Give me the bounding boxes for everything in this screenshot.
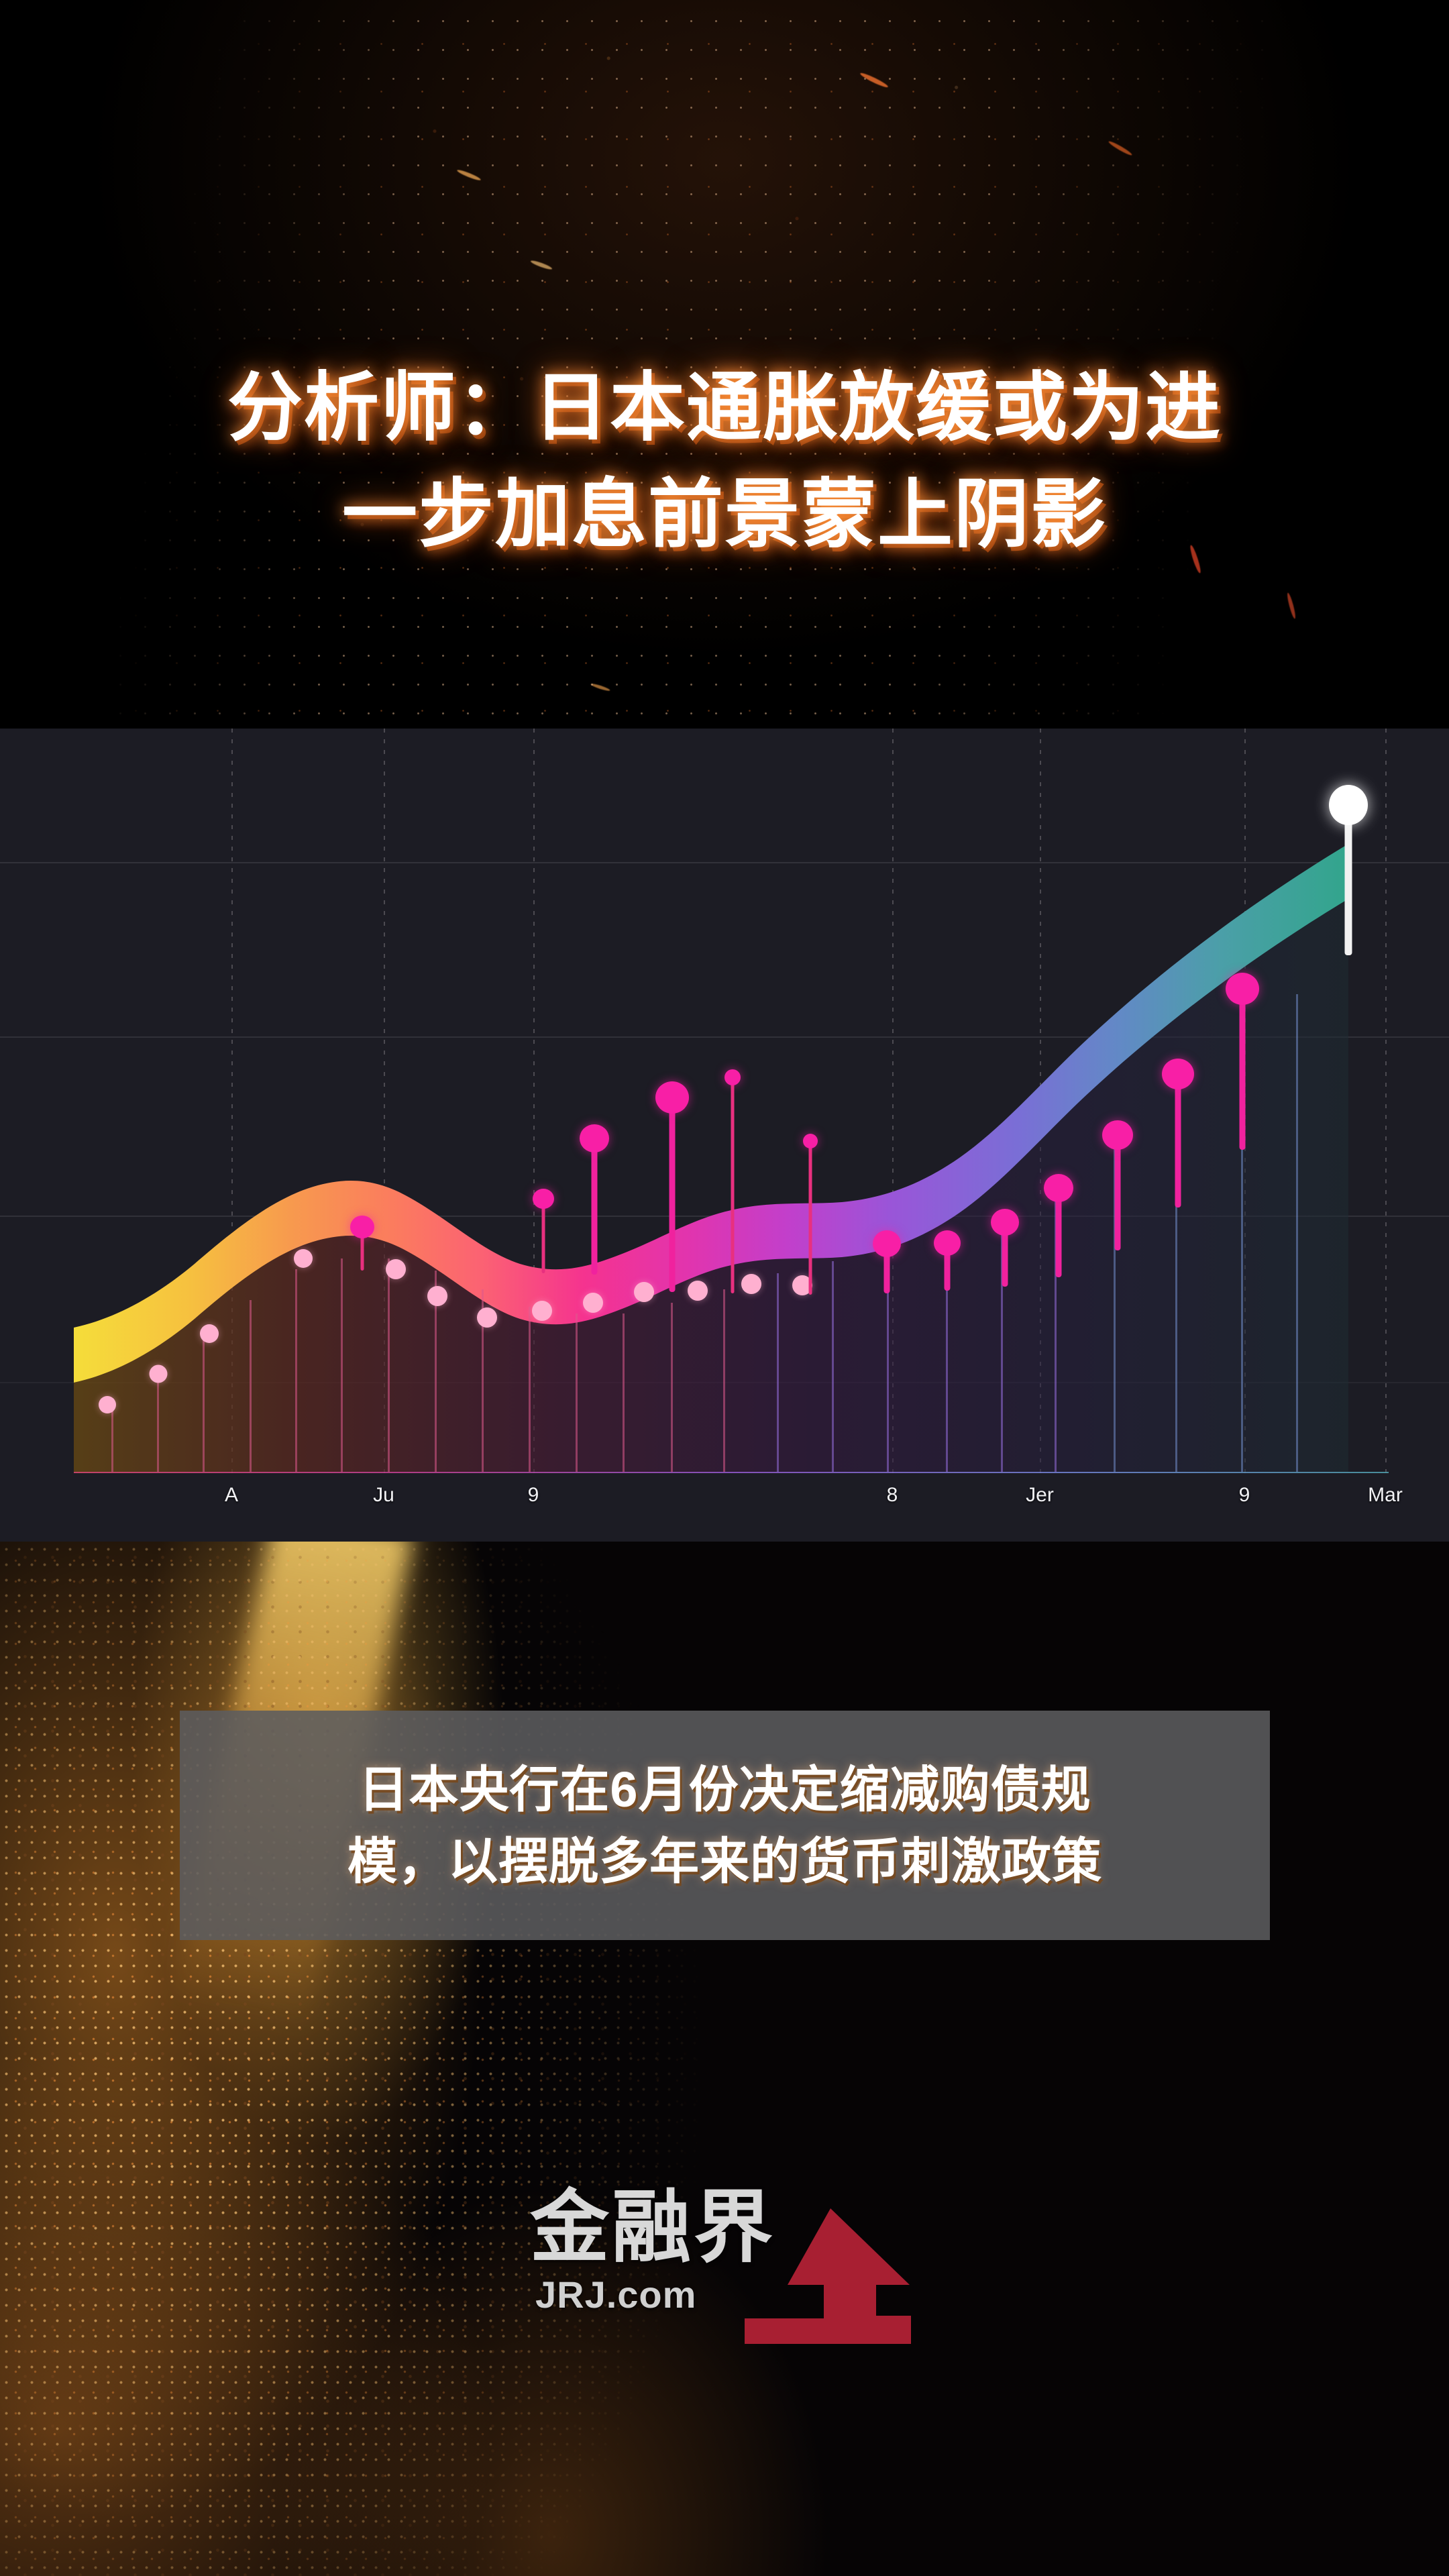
marker-stem (576, 1313, 578, 1472)
ember-streak (859, 71, 890, 89)
marker-stem (671, 1303, 673, 1472)
data-dot[interactable] (741, 1274, 761, 1294)
headline-line-1: 分析师：日本通胀放缓或为进 (227, 366, 1222, 449)
data-dot[interactable] (386, 1259, 406, 1279)
data-dot[interactable] (583, 1293, 603, 1313)
gridline-vertical (1385, 729, 1387, 1474)
gridline-horizontal (0, 1036, 1449, 1038)
headline-line-2: 一步加息前景蒙上阴影 (342, 472, 1107, 557)
marker-stem (1055, 1186, 1057, 1472)
data-dot[interactable] (477, 1307, 497, 1328)
x-tick-label: Jer (1026, 1484, 1054, 1506)
data-dot[interactable] (688, 1281, 708, 1301)
data-dot[interactable] (427, 1286, 447, 1306)
marker-stem (1175, 1091, 1177, 1472)
marker-stem (832, 1261, 834, 1472)
marker-stem (623, 1313, 625, 1472)
gridline-vertical (231, 729, 233, 1474)
gridline-vertical (384, 729, 385, 1474)
logo-domain-text: JRJ.com (535, 2273, 697, 2316)
gold-particle-background (0, 1542, 1449, 2576)
caption-line-1: 日本央行在6月份决定缩减购债规 (358, 1761, 1091, 1817)
data-dot[interactable] (200, 1324, 219, 1343)
x-tick-label: A (224, 1484, 239, 1506)
marker-stem (203, 1340, 205, 1472)
ember-streak (529, 259, 553, 271)
caption-line-2: 模，以摆脱多年来的货币刺激政策 (347, 1833, 1102, 1889)
marker-stem (388, 1258, 390, 1472)
data-dot[interactable] (99, 1396, 116, 1413)
up-arrow-icon (745, 2208, 911, 2344)
x-tick-label: Mar (1368, 1484, 1403, 1506)
logo-chinese-text: 金融界 (530, 2184, 776, 2272)
headline: 分析师：日本通胀放缓或为进 一步加息前景蒙上阴影 (0, 354, 1449, 568)
marker-stem (157, 1378, 159, 1472)
ember-streak (590, 682, 611, 692)
marker-stem (777, 1273, 779, 1472)
data-dot[interactable] (294, 1249, 313, 1268)
ember-streak (456, 168, 482, 182)
ember-background-top (0, 0, 1449, 729)
marker-stem (723, 1289, 725, 1472)
marker-stem (111, 1409, 113, 1472)
marker-stem (435, 1271, 437, 1472)
marker-stem (250, 1300, 252, 1472)
chart-plot-area: A Ju 9 8 Jer 9 Mar (0, 729, 1449, 1542)
x-tick-label: 9 (1238, 1484, 1250, 1506)
x-tick-label: Ju (373, 1484, 394, 1506)
marker-stem (1001, 1222, 1003, 1472)
caption-box: 日本央行在6月份决定缩减购债规 模，以摆脱多年来的货币刺激政策 (180, 1711, 1270, 1940)
marker-stem (529, 1307, 531, 1472)
data-dot[interactable] (532, 1301, 552, 1321)
marker-stem (1296, 994, 1298, 1472)
watermark-logo: 金融界 JRJ.com (530, 2188, 919, 2349)
marker-stem (482, 1289, 484, 1472)
marker-stem (1241, 1038, 1243, 1472)
gridline-horizontal (0, 862, 1449, 863)
marker-stem (1114, 1142, 1116, 1472)
gridline-vertical (892, 729, 894, 1474)
x-tick-label: 8 (886, 1484, 898, 1506)
ember-streak (1108, 140, 1133, 157)
x-tick-label: 9 (527, 1484, 539, 1506)
marker-stem (295, 1269, 297, 1472)
x-axis-line (74, 1472, 1389, 1473)
gridline-vertical (533, 729, 535, 1474)
data-dot[interactable] (634, 1282, 654, 1302)
marker-stem (946, 1246, 948, 1472)
area-chart-svg (74, 844, 1348, 1472)
ember-streak (1285, 592, 1297, 620)
marker-stem (341, 1258, 343, 1472)
area-fill (74, 899, 1348, 1472)
data-dot[interactable] (149, 1364, 168, 1383)
chart-panel: A Ju 9 8 Jer 9 Mar (0, 729, 1449, 1542)
marker-stem (887, 1257, 889, 1472)
